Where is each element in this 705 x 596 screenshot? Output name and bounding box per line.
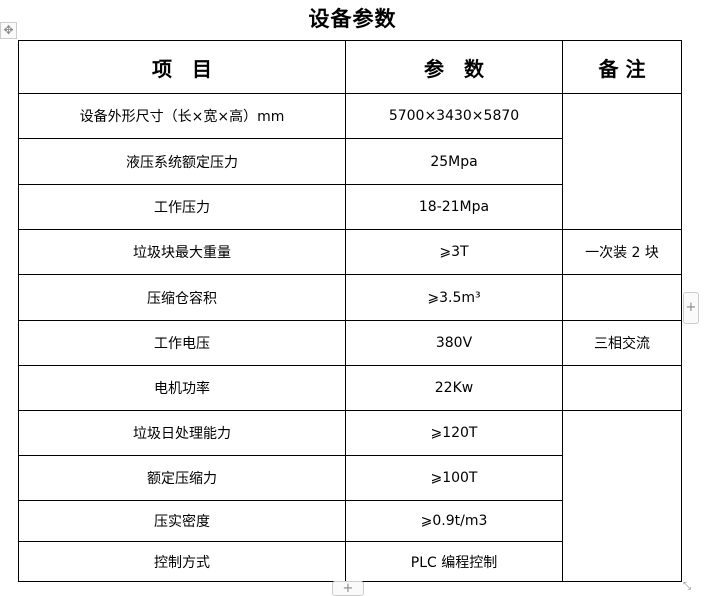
param-cell: 25Mpa xyxy=(345,138,563,185)
item-cell: 工作压力 xyxy=(18,184,346,230)
table-row: 工作电压 380V 三相交流 xyxy=(18,320,682,366)
remark-cell: 三相交流 xyxy=(562,320,682,366)
table-row: 垃圾块最大重量 ⩾3T 一次装 2 块 xyxy=(18,229,682,275)
param-cell: ⩾0.9t/m3 xyxy=(345,500,563,542)
param-cell: ⩾100T xyxy=(345,455,563,501)
remark-cell xyxy=(562,274,682,321)
remark-cell: 一次装 2 块 xyxy=(562,229,682,275)
item-cell: 工作电压 xyxy=(18,320,346,366)
table-row: 电机功率 22Kw xyxy=(18,365,682,411)
table-resize-handle-icon[interactable]: ⤡ xyxy=(683,581,691,592)
item-cell: 设备外形尺寸（长×宽×高）mm xyxy=(18,93,346,139)
table-row: 垃圾日处理能力 ⩾120T xyxy=(18,410,682,582)
table-row: 压缩仓容积 ⩾3.5m³ xyxy=(18,274,682,321)
item-cell: 压缩仓容积 xyxy=(18,274,346,321)
table-row: 工作压力 18-21Mpa xyxy=(18,184,682,230)
item-cell: 控制方式 xyxy=(18,541,346,582)
param-cell: 22Kw xyxy=(345,365,563,411)
header-item: 项 目 xyxy=(18,40,346,94)
item-cell: 液压系统额定压力 xyxy=(18,138,346,185)
item-cell: 垃圾块最大重量 xyxy=(18,229,346,275)
parameters-table: 项 目 参 数 备 注 设备外形尺寸（长×宽×高）mm 5700×3430×58… xyxy=(18,40,682,582)
add-column-button[interactable]: + xyxy=(683,292,699,324)
table-row: 设备外形尺寸（长×宽×高）mm 5700×3430×5870 xyxy=(18,93,682,230)
table-row: 额定压缩力 ⩾100T xyxy=(18,455,682,501)
param-cell: 5700×3430×5870 xyxy=(345,93,563,139)
param-cell: 380V xyxy=(345,320,563,366)
item-cell: 额定压缩力 xyxy=(18,455,346,501)
param-cell: 18-21Mpa xyxy=(345,184,563,230)
header-param: 参 数 xyxy=(345,40,563,94)
param-cell: PLC 编程控制 xyxy=(345,541,563,582)
table-row: 控制方式 PLC 编程控制 xyxy=(18,541,682,582)
table-row: 液压系统额定压力 25Mpa xyxy=(18,138,682,185)
param-cell: ⩾3T xyxy=(345,229,563,275)
param-cell: ⩾120T xyxy=(345,410,563,456)
item-cell: 垃圾日处理能力 xyxy=(18,410,346,456)
item-cell: 压实密度 xyxy=(18,500,346,542)
document-title: 设备参数 xyxy=(308,7,397,31)
remark-cell xyxy=(562,410,682,582)
table-row: 压实密度 ⩾0.9t/m3 xyxy=(18,500,682,542)
table-header-row: 项 目 参 数 备 注 xyxy=(18,40,682,94)
remark-cell xyxy=(562,93,682,230)
table-move-handle-icon[interactable]: ✥ xyxy=(0,22,17,39)
param-cell: ⩾3.5m³ xyxy=(345,274,563,321)
remark-cell xyxy=(562,365,682,411)
header-remark: 备 注 xyxy=(562,40,682,94)
item-cell: 电机功率 xyxy=(18,365,346,411)
